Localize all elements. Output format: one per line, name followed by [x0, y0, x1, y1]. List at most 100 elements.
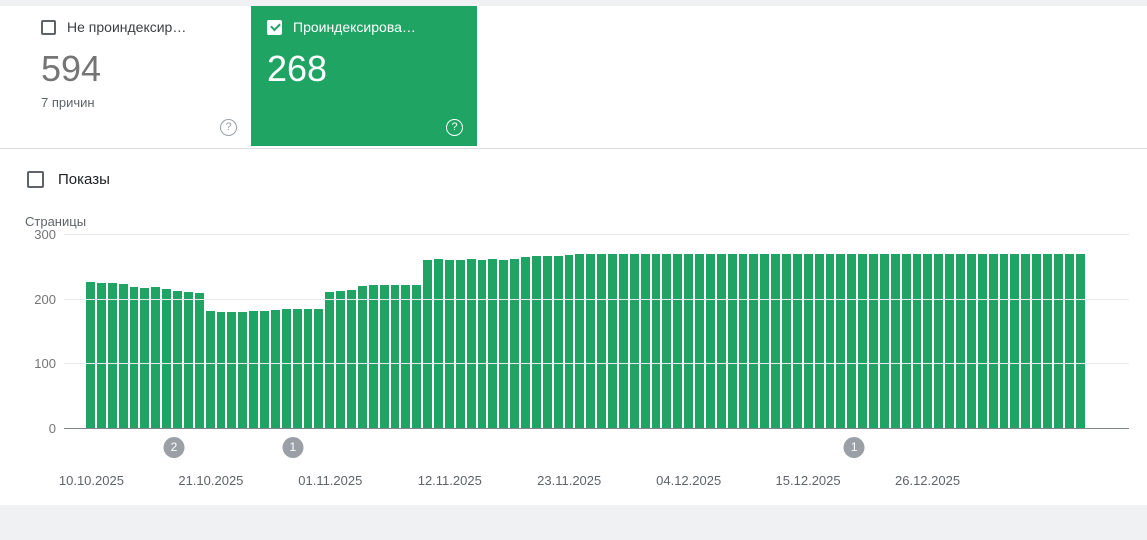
indexed-pages-bar[interactable]: [260, 310, 269, 429]
indexed-pages-bar[interactable]: [270, 310, 280, 429]
indexed-pages-bar[interactable]: [162, 288, 171, 429]
indexed-pages-bar[interactable]: [194, 292, 204, 429]
indexed-pages-bar[interactable]: [1010, 254, 1020, 429]
indexed-pages-bar[interactable]: [205, 311, 215, 429]
indexed-pages-bar[interactable]: [1021, 254, 1031, 429]
indexed-pages-bar[interactable]: [325, 291, 335, 429]
indexed-pages-bar[interactable]: [618, 254, 628, 429]
indexed-pages-bar[interactable]: [673, 254, 683, 429]
indexed-pages-bar[interactable]: [695, 254, 704, 429]
indexed-pages-bar[interactable]: [173, 291, 182, 429]
indexed-pages-bar[interactable]: [825, 254, 835, 429]
indexed-pages-bar[interactable]: [1075, 254, 1085, 429]
indexed-pages-bar[interactable]: [542, 256, 552, 429]
indexed-pages-bar[interactable]: [923, 254, 933, 429]
annotation-marker[interactable]: 2: [163, 437, 185, 458]
indexed-pages-bar[interactable]: [444, 259, 454, 429]
indexed-pages-bar[interactable]: [608, 254, 617, 429]
indexed-pages-bar[interactable]: [597, 254, 606, 429]
indexed-pages-bar[interactable]: [216, 311, 226, 429]
indexed-pages-bar[interactable]: [96, 282, 106, 429]
indexed-pages-bar[interactable]: [292, 308, 302, 429]
indexed-pages-bar[interactable]: [477, 259, 487, 429]
indexed-pages-bar[interactable]: [836, 254, 846, 429]
indexed-pages-bar[interactable]: [934, 254, 944, 429]
indexed-pages-bar[interactable]: [966, 254, 976, 429]
impressions-toggle[interactable]: Показы: [0, 149, 1147, 188]
indexed-pages-bar[interactable]: [423, 259, 432, 429]
indexed-pages-bar[interactable]: [988, 254, 998, 429]
indexed-pages-bar[interactable]: [455, 259, 465, 429]
indexed-pages-bar[interactable]: [1064, 254, 1074, 429]
indexed-pages-bar[interactable]: [564, 255, 574, 429]
indexed-pages-bar[interactable]: [107, 282, 117, 429]
indexed-pages-bar[interactable]: [227, 311, 237, 429]
indexed-pages-bar[interactable]: [1053, 254, 1063, 429]
indexed-pages-bar[interactable]: [792, 254, 802, 429]
help-icon[interactable]: ?: [446, 119, 463, 136]
indexed-pages-bar[interactable]: [521, 257, 530, 429]
indexed-pages-bar[interactable]: [956, 254, 965, 429]
indexed-pages-bar[interactable]: [368, 285, 378, 429]
indexed-pages-bar[interactable]: [912, 254, 922, 429]
indexed-pages-bar[interactable]: [771, 254, 780, 429]
indexed-pages-bar[interactable]: [782, 254, 791, 429]
indexed-pages-bar[interactable]: [705, 254, 715, 429]
indexed-pages-bar[interactable]: [879, 254, 889, 429]
indexed-pages-bar[interactable]: [803, 254, 813, 429]
indexed-pages-bar[interactable]: [531, 256, 541, 429]
indexed-pages-bar[interactable]: [336, 291, 345, 429]
indexed-checkbox[interactable]: [267, 19, 282, 35]
indexed-pages-bar[interactable]: [662, 254, 672, 429]
indexed-pages-bar[interactable]: [749, 254, 759, 429]
indexed-pages-bar[interactable]: [977, 254, 987, 429]
indexed-pages-bar[interactable]: [401, 285, 411, 429]
indexed-pages-bar[interactable]: [488, 258, 498, 429]
indexed-pages-bar[interactable]: [1043, 254, 1052, 429]
annotation-marker[interactable]: 1: [843, 437, 865, 458]
indexed-pages-bar[interactable]: [869, 254, 878, 429]
indexed-pages-bar[interactable]: [140, 288, 150, 429]
indexed-pages-bar[interactable]: [858, 254, 867, 429]
indexed-pages-bar[interactable]: [314, 309, 324, 429]
indexed-pages-bar[interactable]: [586, 254, 596, 429]
indexed-pages-bar[interactable]: [890, 254, 900, 429]
not-indexed-checkbox[interactable]: [41, 19, 56, 35]
indexed-pages-bar[interactable]: [901, 254, 911, 429]
indexed-pages-bar[interactable]: [651, 254, 661, 429]
indexed-pages-bar[interactable]: [738, 254, 748, 429]
card-not-indexed[interactable]: Не проиндексир… 594 7 причин ?: [25, 6, 251, 146]
indexed-pages-bar[interactable]: [379, 284, 389, 429]
indexed-pages-bar[interactable]: [151, 287, 161, 429]
impressions-checkbox[interactable]: [27, 171, 44, 188]
indexed-pages-bar[interactable]: [466, 258, 476, 429]
indexed-pages-bar[interactable]: [129, 287, 139, 429]
indexed-pages-bar[interactable]: [1032, 254, 1041, 429]
indexed-pages-bar[interactable]: [999, 254, 1009, 429]
annotation-marker[interactable]: 1: [282, 437, 304, 458]
indexed-pages-bar[interactable]: [760, 254, 770, 429]
indexed-pages-bar[interactable]: [814, 254, 824, 429]
indexed-pages-bar[interactable]: [390, 284, 400, 429]
indexed-pages-bar[interactable]: [727, 254, 737, 429]
indexed-pages-bar[interactable]: [640, 254, 650, 429]
indexed-pages-bar[interactable]: [238, 311, 248, 429]
card-indexed[interactable]: Проиндексирова… 268 ?: [251, 6, 477, 146]
indexed-pages-bar[interactable]: [629, 254, 639, 429]
indexed-pages-bar[interactable]: [499, 259, 509, 429]
indexed-pages-bar[interactable]: [357, 286, 367, 429]
indexed-pages-bar[interactable]: [716, 254, 726, 429]
indexed-pages-bar[interactable]: [86, 281, 95, 429]
indexed-pages-bar[interactable]: [575, 254, 585, 429]
indexed-pages-bar[interactable]: [553, 255, 563, 429]
indexed-pages-bar[interactable]: [281, 309, 291, 429]
indexed-pages-bar[interactable]: [510, 258, 519, 429]
indexed-pages-bar[interactable]: [303, 308, 313, 429]
help-icon[interactable]: ?: [220, 119, 237, 136]
indexed-pages-bar[interactable]: [347, 289, 356, 429]
indexed-pages-bar[interactable]: [434, 258, 443, 429]
indexed-pages-bar[interactable]: [183, 291, 193, 429]
indexed-pages-bar[interactable]: [684, 254, 693, 429]
indexed-pages-bar[interactable]: [118, 284, 128, 429]
indexed-pages-bar[interactable]: [847, 254, 857, 429]
